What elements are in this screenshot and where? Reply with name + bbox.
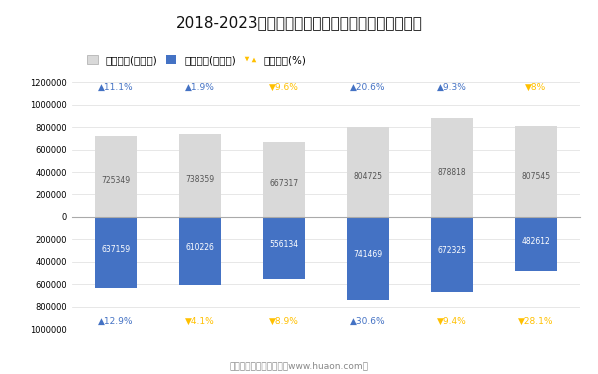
Text: ▲30.6%: ▲30.6%: [350, 317, 386, 326]
Text: ▼9.4%: ▼9.4%: [437, 317, 467, 326]
Bar: [95, 135, 137, 217]
Text: ▲12.9%: ▲12.9%: [98, 317, 133, 326]
Text: 672325: 672325: [437, 246, 466, 255]
Bar: [263, 142, 305, 217]
Text: 610226: 610226: [185, 243, 214, 252]
Text: 556134: 556134: [269, 240, 298, 249]
Text: 2018-2023年湖北省外商投资企业进、出口额统计图: 2018-2023年湖北省外商投资企业进、出口额统计图: [176, 15, 422, 30]
Text: 制图：华经产业研究院（www.huaon.com）: 制图：华经产业研究院（www.huaon.com）: [230, 361, 368, 370]
Text: 482612: 482612: [521, 237, 550, 246]
Text: 637159: 637159: [101, 245, 130, 254]
Bar: [515, 126, 557, 217]
Text: ▼9.6%: ▼9.6%: [269, 83, 299, 92]
Text: ▼8.9%: ▼8.9%: [269, 317, 299, 326]
Text: 725349: 725349: [101, 176, 130, 185]
Text: 741469: 741469: [353, 250, 383, 259]
Text: 807545: 807545: [521, 172, 551, 181]
Text: 804725: 804725: [353, 172, 382, 181]
Bar: [263, 217, 305, 279]
Text: ▲11.1%: ▲11.1%: [98, 83, 134, 92]
Text: 667317: 667317: [269, 179, 298, 188]
Text: ▲20.6%: ▲20.6%: [350, 83, 386, 92]
Bar: [347, 127, 389, 217]
Text: ▲1.9%: ▲1.9%: [185, 83, 215, 92]
Bar: [431, 118, 473, 217]
Bar: [179, 134, 221, 217]
Bar: [179, 217, 221, 285]
Bar: [347, 217, 389, 300]
Text: 878818: 878818: [438, 168, 466, 177]
Bar: [515, 217, 557, 271]
Text: ▲9.3%: ▲9.3%: [437, 83, 467, 92]
Text: 738359: 738359: [185, 175, 215, 184]
Bar: [431, 217, 473, 292]
Text: ▼8%: ▼8%: [525, 83, 547, 92]
Text: ▼4.1%: ▼4.1%: [185, 317, 215, 326]
Bar: [95, 217, 137, 288]
Text: ▼28.1%: ▼28.1%: [518, 317, 554, 326]
Legend: 出口总额(万美元), 进口总额(万美元), 同比增长(%): 出口总额(万美元), 进口总额(万美元), 同比增长(%): [87, 55, 306, 65]
